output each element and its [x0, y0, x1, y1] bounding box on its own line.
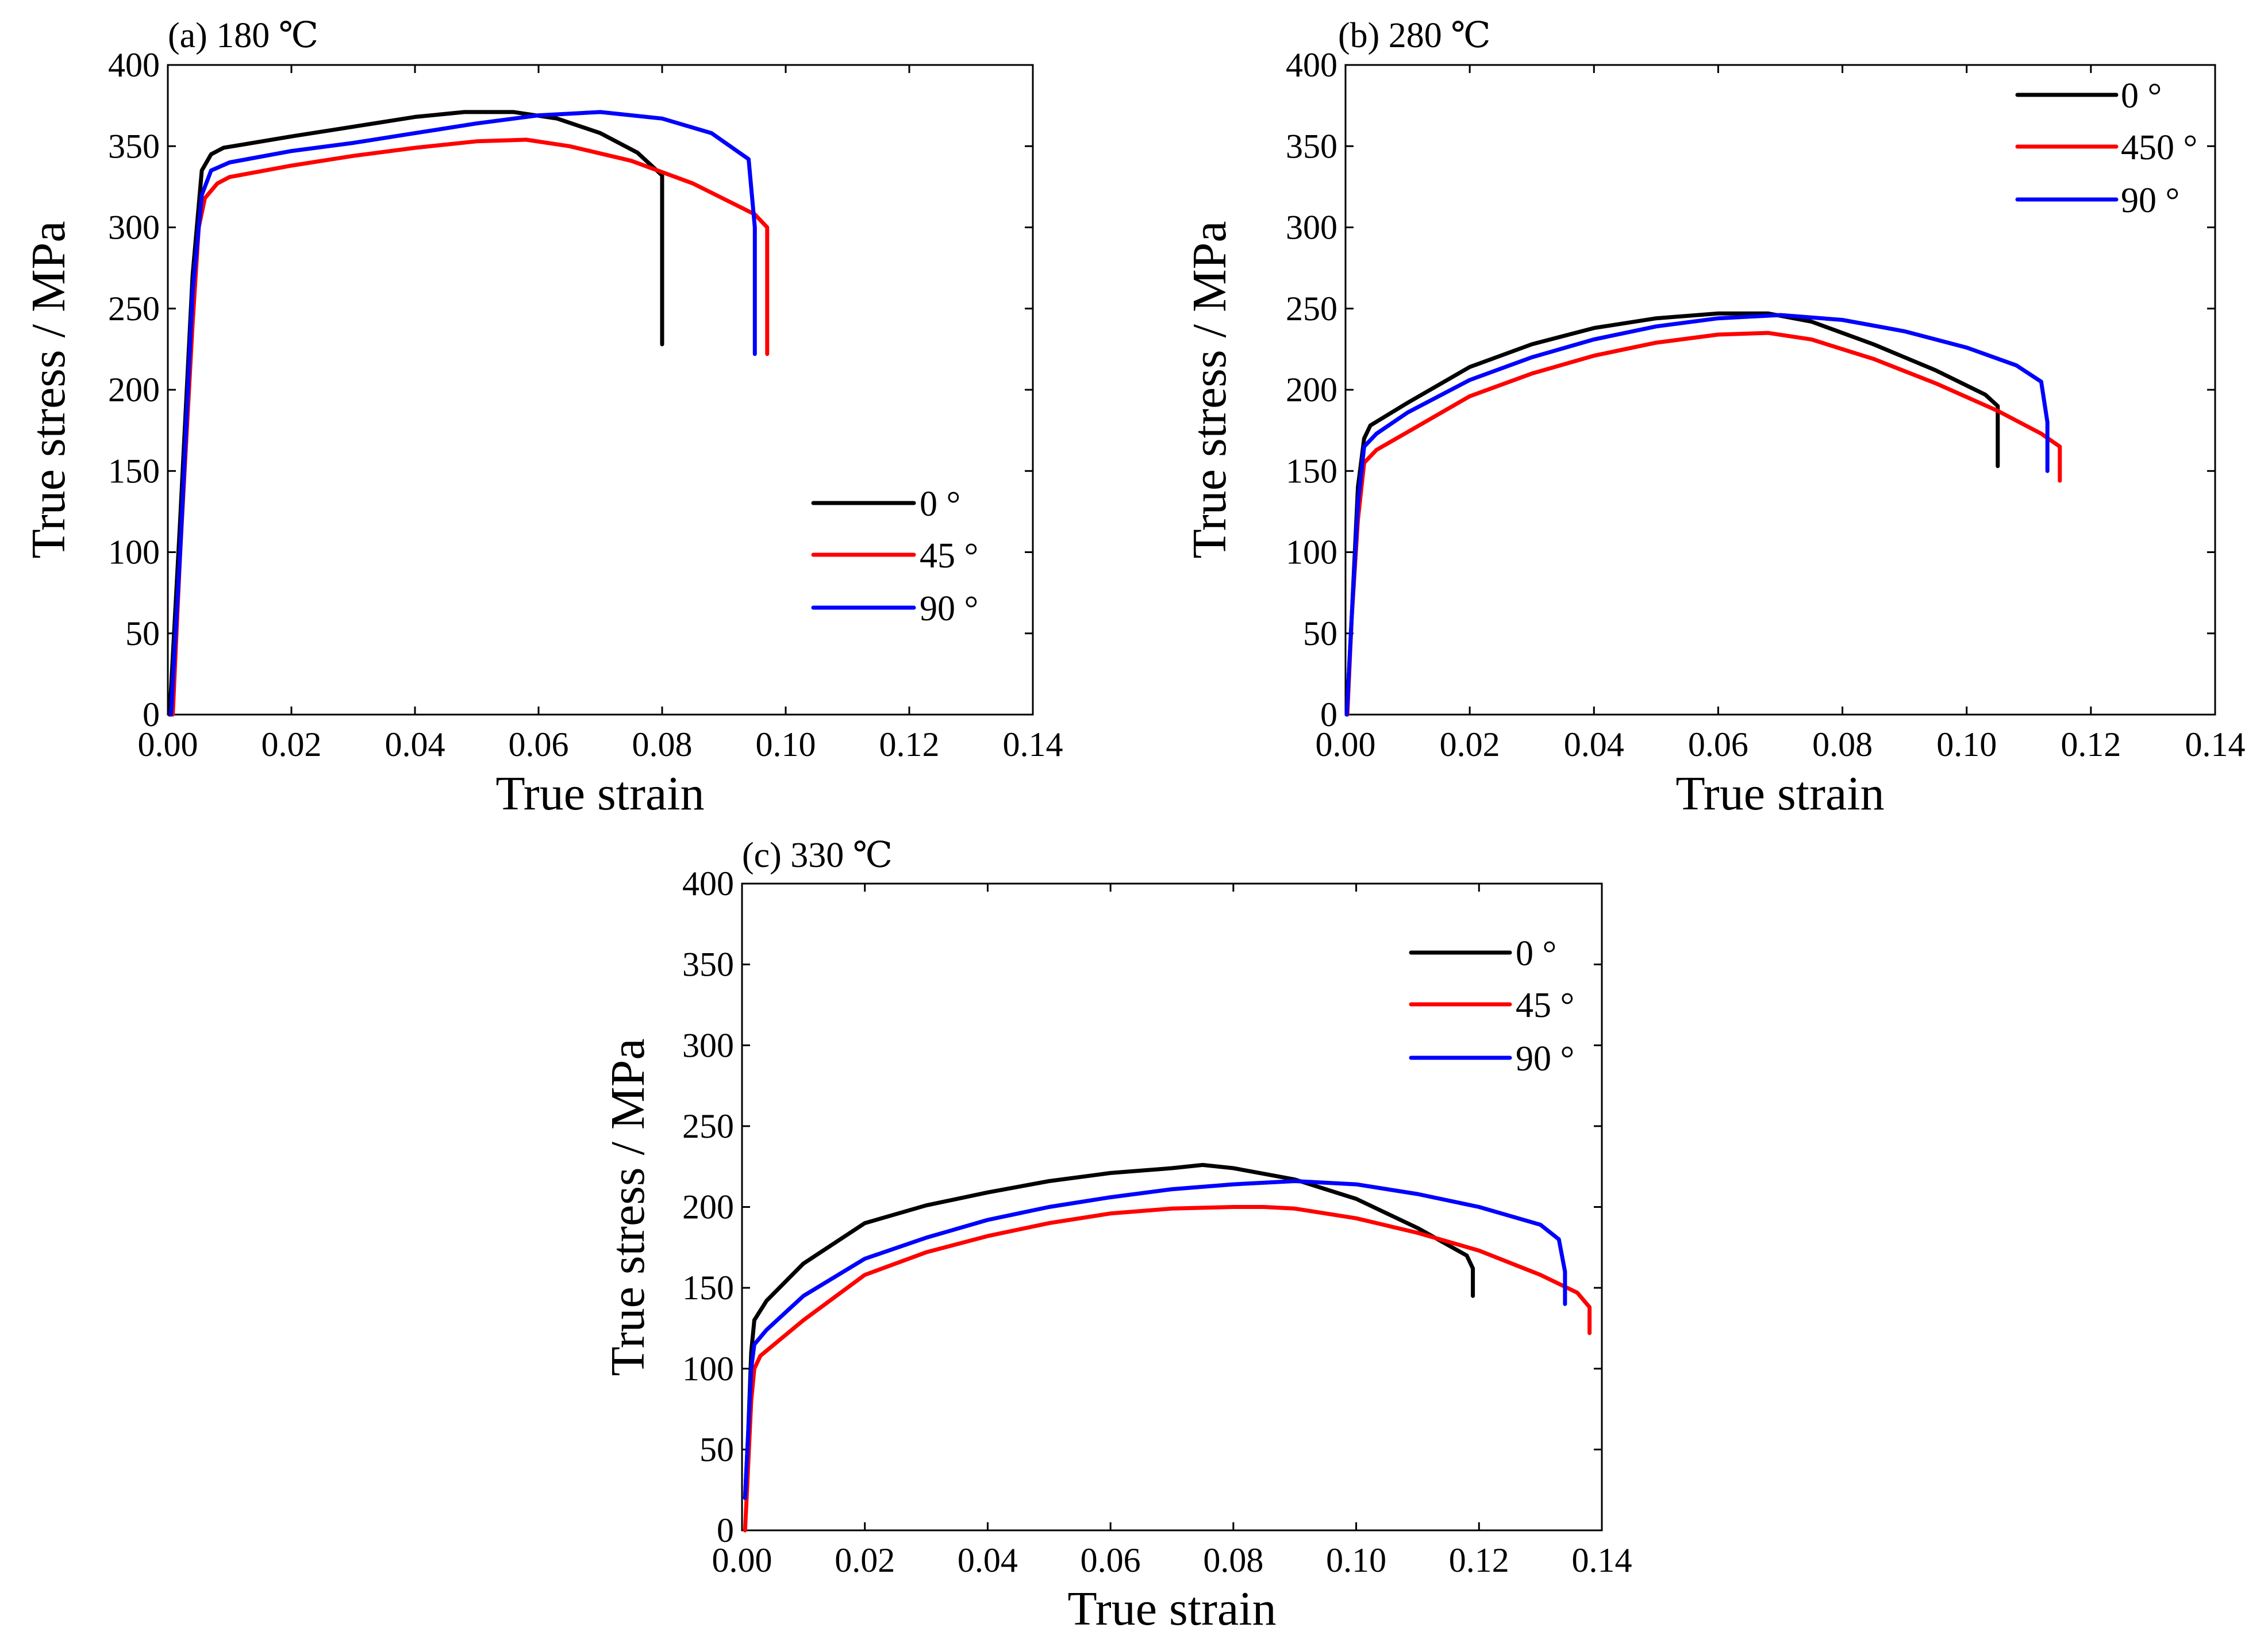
x-tick-label: 0.08	[632, 726, 693, 763]
x-tick-label: 0.02	[262, 726, 322, 763]
x-tick-label: 0.04	[1564, 726, 1624, 763]
y-tick-label: 0	[143, 696, 160, 734]
x-tick-label: 0.12	[879, 726, 940, 763]
y-tick-label: 100	[108, 533, 160, 571]
series-group	[1347, 313, 2060, 715]
y-tick-label: 200	[1286, 371, 1337, 409]
y-tick-label: 0	[717, 1511, 734, 1549]
panel-a: (a) 180 ℃ 0.000.020.040.060.080.100.120.…	[22, 16, 1063, 820]
x-tick-label: 0.04	[958, 1541, 1018, 1579]
x-tick-label: 0.14	[1572, 1541, 1632, 1579]
legend: 0 ° 450 ° 90 °	[2017, 76, 2197, 220]
y-tick-label: 400	[682, 865, 734, 903]
x-tick-label: 0.14	[1003, 726, 1063, 763]
legend-label-2: 90 °	[1516, 1039, 1574, 1078]
y-tick-label: 350	[1286, 127, 1337, 165]
figure-canvas: (a) 180 ℃ 0.000.020.040.060.080.100.120.…	[0, 0, 2268, 1639]
y-tick-label: 100	[1286, 533, 1337, 571]
plot-frame	[168, 65, 1033, 715]
y-axis-label: True stress / MPa	[601, 1038, 655, 1376]
legend-label-0: 0 °	[920, 485, 960, 524]
legend-label-1: 450 °	[2121, 128, 2197, 167]
x-tick-label: 0.06	[1081, 1541, 1141, 1579]
y-tick-label: 150	[1286, 452, 1337, 490]
x-tick-label: 0.04	[385, 726, 445, 763]
tick-group: 0.000.020.040.060.080.100.120.1405010015…	[108, 46, 1063, 763]
plot-frame	[1346, 65, 2215, 715]
tick-group: 0.000.020.040.060.080.100.120.1405010015…	[1286, 46, 2246, 763]
panel-b: (b) 280 ℃ 0.000.020.040.060.080.100.120.…	[1183, 16, 2246, 820]
legend-label-0: 0 °	[2121, 76, 2162, 116]
y-tick-label: 300	[1286, 209, 1337, 247]
x-tick-label: 0.10	[756, 726, 816, 763]
legend-label-1: 45 °	[1516, 986, 1574, 1025]
x-tick-label: 0.14	[2185, 726, 2246, 763]
y-tick-label: 250	[108, 290, 160, 328]
x-axis-label: True strain	[1675, 767, 1884, 820]
series-line-0	[1347, 313, 1998, 715]
y-tick-label: 300	[108, 209, 160, 247]
x-tick-label: 0.08	[1812, 726, 1873, 763]
y-tick-label: 300	[682, 1026, 734, 1064]
legend-label-2: 90 °	[920, 589, 978, 628]
y-tick-label: 150	[682, 1269, 734, 1307]
series-group	[745, 1165, 1589, 1530]
y-tick-label: 400	[108, 46, 160, 84]
x-tick-label: 0.06	[1688, 726, 1748, 763]
y-tick-label: 150	[108, 452, 160, 490]
y-tick-label: 350	[682, 946, 734, 984]
y-tick-label: 350	[108, 127, 160, 165]
legend: 0 ° 45 ° 90 °	[813, 485, 978, 628]
x-tick-label: 0.10	[1326, 1541, 1386, 1579]
series-line-2	[171, 112, 755, 715]
x-tick-label: 0.12	[2061, 726, 2121, 763]
y-tick-label: 250	[1286, 290, 1337, 328]
y-tick-label: 50	[699, 1430, 734, 1468]
legend: 0 ° 45 ° 90 °	[1411, 934, 1574, 1078]
series-line-0	[170, 112, 662, 715]
x-tick-label: 0.10	[1936, 726, 1997, 763]
series-line-2	[745, 1181, 1565, 1498]
x-tick-label: 0.02	[835, 1541, 895, 1579]
series-line-1	[173, 140, 767, 715]
y-tick-label: 100	[682, 1350, 734, 1388]
x-axis-label: True strain	[495, 767, 704, 820]
y-axis-label: True stress / MPa	[1183, 221, 1236, 558]
x-tick-label: 0.06	[509, 726, 569, 763]
panel-title: (c) 330 ℃	[742, 836, 893, 875]
y-tick-label: 250	[682, 1107, 734, 1145]
y-tick-label: 50	[125, 615, 160, 652]
x-axis-label: True strain	[1067, 1582, 1276, 1636]
panel-c: (c) 330 ℃ 0.000.020.040.060.080.100.120.…	[601, 836, 1632, 1636]
legend-label-0: 0 °	[1516, 934, 1556, 973]
tick-group: 0.000.020.040.060.080.100.120.1405010015…	[682, 865, 1632, 1579]
x-tick-label: 0.12	[1449, 1541, 1509, 1579]
legend-label-1: 45 °	[920, 536, 978, 575]
panel-title: (b) 280 ℃	[1338, 16, 1491, 55]
legend-label-2: 90 °	[2121, 181, 2179, 220]
x-tick-label: 0.02	[1440, 726, 1500, 763]
series-group	[170, 112, 767, 715]
y-tick-label: 400	[1286, 46, 1337, 84]
x-tick-label: 0.08	[1203, 1541, 1263, 1579]
y-tick-label: 50	[1303, 615, 1337, 652]
y-axis-label: True stress / MPa	[22, 221, 75, 558]
y-tick-label: 200	[108, 371, 160, 409]
y-tick-label: 200	[682, 1188, 734, 1226]
panel-title: (a) 180 ℃	[168, 16, 318, 55]
y-tick-label: 0	[1320, 696, 1337, 734]
